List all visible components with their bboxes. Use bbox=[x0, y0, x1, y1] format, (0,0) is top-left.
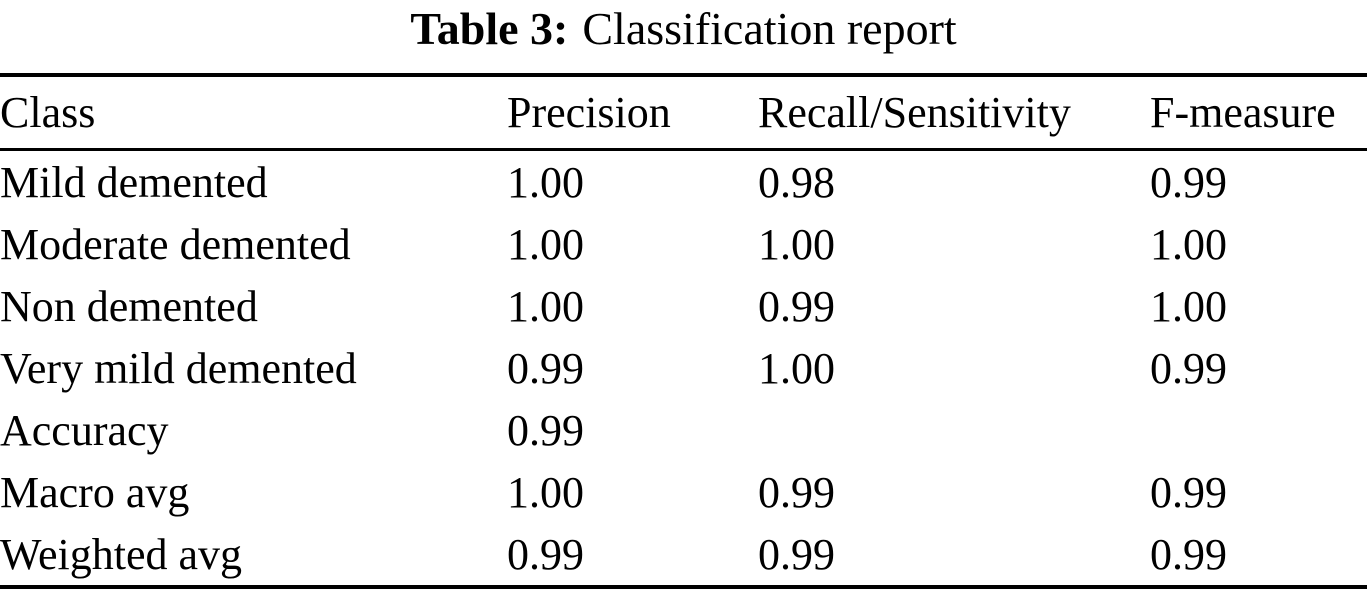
table-caption-text: Classification report bbox=[582, 3, 957, 54]
header-row: Class Precision Recall/Sensitivity F-mea… bbox=[0, 75, 1367, 151]
row-label: Accuracy bbox=[0, 405, 169, 455]
row-label: Moderate demented bbox=[0, 219, 351, 269]
table-caption: Table 3: Classification report bbox=[0, 0, 1367, 55]
recall-value: 1.00 bbox=[758, 343, 835, 393]
accuracy-value: 0.99 bbox=[507, 405, 584, 455]
f-measure-value: 1.00 bbox=[1150, 281, 1227, 331]
precision-value: 1.00 bbox=[507, 219, 584, 269]
f-measure-value: 1.00 bbox=[1150, 219, 1227, 269]
recall-value: 0.98 bbox=[758, 157, 835, 207]
f-measure-value: 0.99 bbox=[1150, 529, 1227, 579]
precision-value: 0.99 bbox=[507, 529, 584, 579]
f-measure-value bbox=[1150, 399, 1367, 461]
table-row-accuracy: Accuracy 0.99 bbox=[0, 399, 1367, 461]
precision-value: 1.00 bbox=[507, 467, 584, 517]
table-row: Weighted avg 0.99 0.99 0.99 bbox=[0, 523, 1367, 587]
f-measure-value: 0.99 bbox=[1150, 343, 1227, 393]
table-row: Non demented 1.00 0.99 1.00 bbox=[0, 275, 1367, 337]
row-label: Non demented bbox=[0, 281, 258, 331]
recall-value: 0.99 bbox=[758, 281, 835, 331]
f-measure-value: 0.99 bbox=[1150, 157, 1227, 207]
table-row: Macro avg 1.00 0.99 0.99 bbox=[0, 461, 1367, 523]
recall-value: 1.00 bbox=[758, 219, 835, 269]
precision-value: 1.00 bbox=[507, 157, 584, 207]
recall-value: 0.99 bbox=[758, 467, 835, 517]
row-label: Mild demented bbox=[0, 157, 268, 207]
table-row: Moderate demented 1.00 1.00 1.00 bbox=[0, 213, 1367, 275]
table-caption-label: Table 3: bbox=[410, 3, 569, 54]
column-header-precision: Precision bbox=[507, 75, 758, 151]
row-label: Weighted avg bbox=[0, 529, 243, 579]
classification-report-table: Class Precision Recall/Sensitivity F-mea… bbox=[0, 73, 1367, 589]
column-header-f-measure: F-measure bbox=[1150, 75, 1367, 151]
f-measure-value: 0.99 bbox=[1150, 467, 1227, 517]
table-row: Very mild demented 0.99 1.00 0.99 bbox=[0, 337, 1367, 399]
column-header-recall-sensitivity: Recall/Sensitivity bbox=[758, 75, 1150, 151]
precision-value: 0.99 bbox=[507, 343, 584, 393]
column-header-class: Class bbox=[0, 75, 507, 151]
table-row: Mild demented 1.00 0.98 0.99 bbox=[0, 150, 1367, 214]
row-label: Macro avg bbox=[0, 467, 190, 517]
row-label: Very mild demented bbox=[0, 343, 357, 393]
recall-value bbox=[758, 399, 1150, 461]
precision-value: 1.00 bbox=[507, 281, 584, 331]
recall-value: 0.99 bbox=[758, 529, 835, 579]
